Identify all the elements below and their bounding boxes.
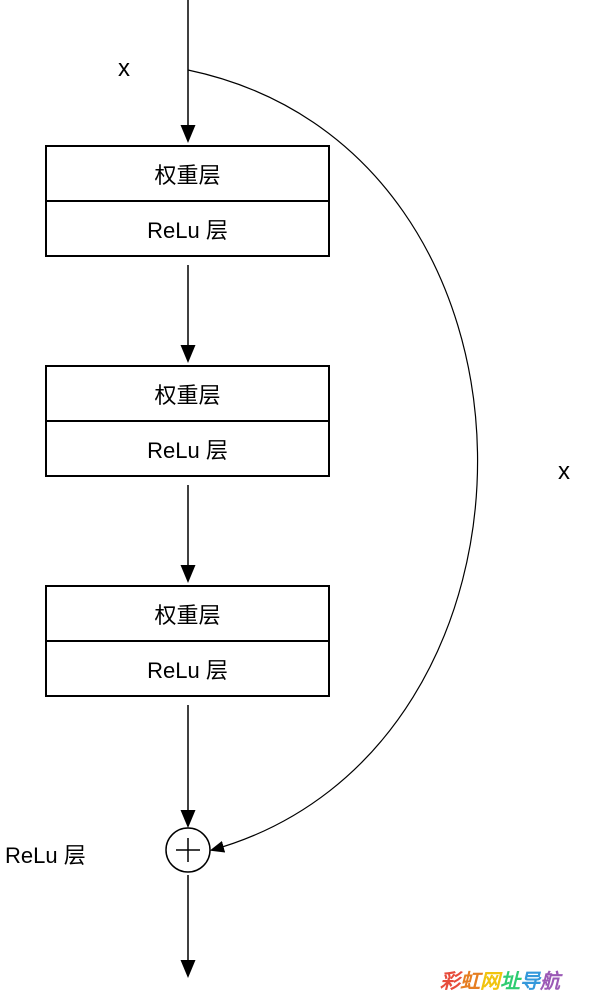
- block-1-relu-label: ReLu 层: [147, 213, 228, 245]
- block-2-weight: 权重层: [46, 366, 329, 421]
- block-3-relu-label: ReLu 层: [147, 653, 228, 685]
- watermark: 彩虹网址导航: [440, 965, 560, 994]
- block-1: 权重层 ReLu 层: [45, 145, 330, 257]
- block-2-relu: ReLu 层: [46, 421, 329, 476]
- block-3-relu: ReLu 层: [46, 641, 329, 696]
- block-1-weight-label: 权重层: [154, 158, 220, 190]
- block-3-weight-label: 权重层: [154, 598, 220, 630]
- block-3: 权重层 ReLu 层: [45, 585, 330, 697]
- relu-final-label: ReLu 层: [5, 838, 86, 870]
- input-x-label: x: [118, 55, 130, 83]
- block-1-weight: 权重层: [46, 146, 329, 201]
- block-2-relu-label: ReLu 层: [147, 433, 228, 465]
- block-3-weight: 权重层: [46, 586, 329, 641]
- skip-x-label: x: [558, 458, 570, 486]
- block-1-relu: ReLu 层: [46, 201, 329, 256]
- block-2-weight-label: 权重层: [154, 378, 220, 410]
- add-circle: [166, 828, 210, 872]
- block-2: 权重层 ReLu 层: [45, 365, 330, 477]
- residual-block-diagram: 权重层 ReLu 层 权重层 ReLu 层 权重层 ReLu 层 x x ReL…: [0, 0, 604, 1000]
